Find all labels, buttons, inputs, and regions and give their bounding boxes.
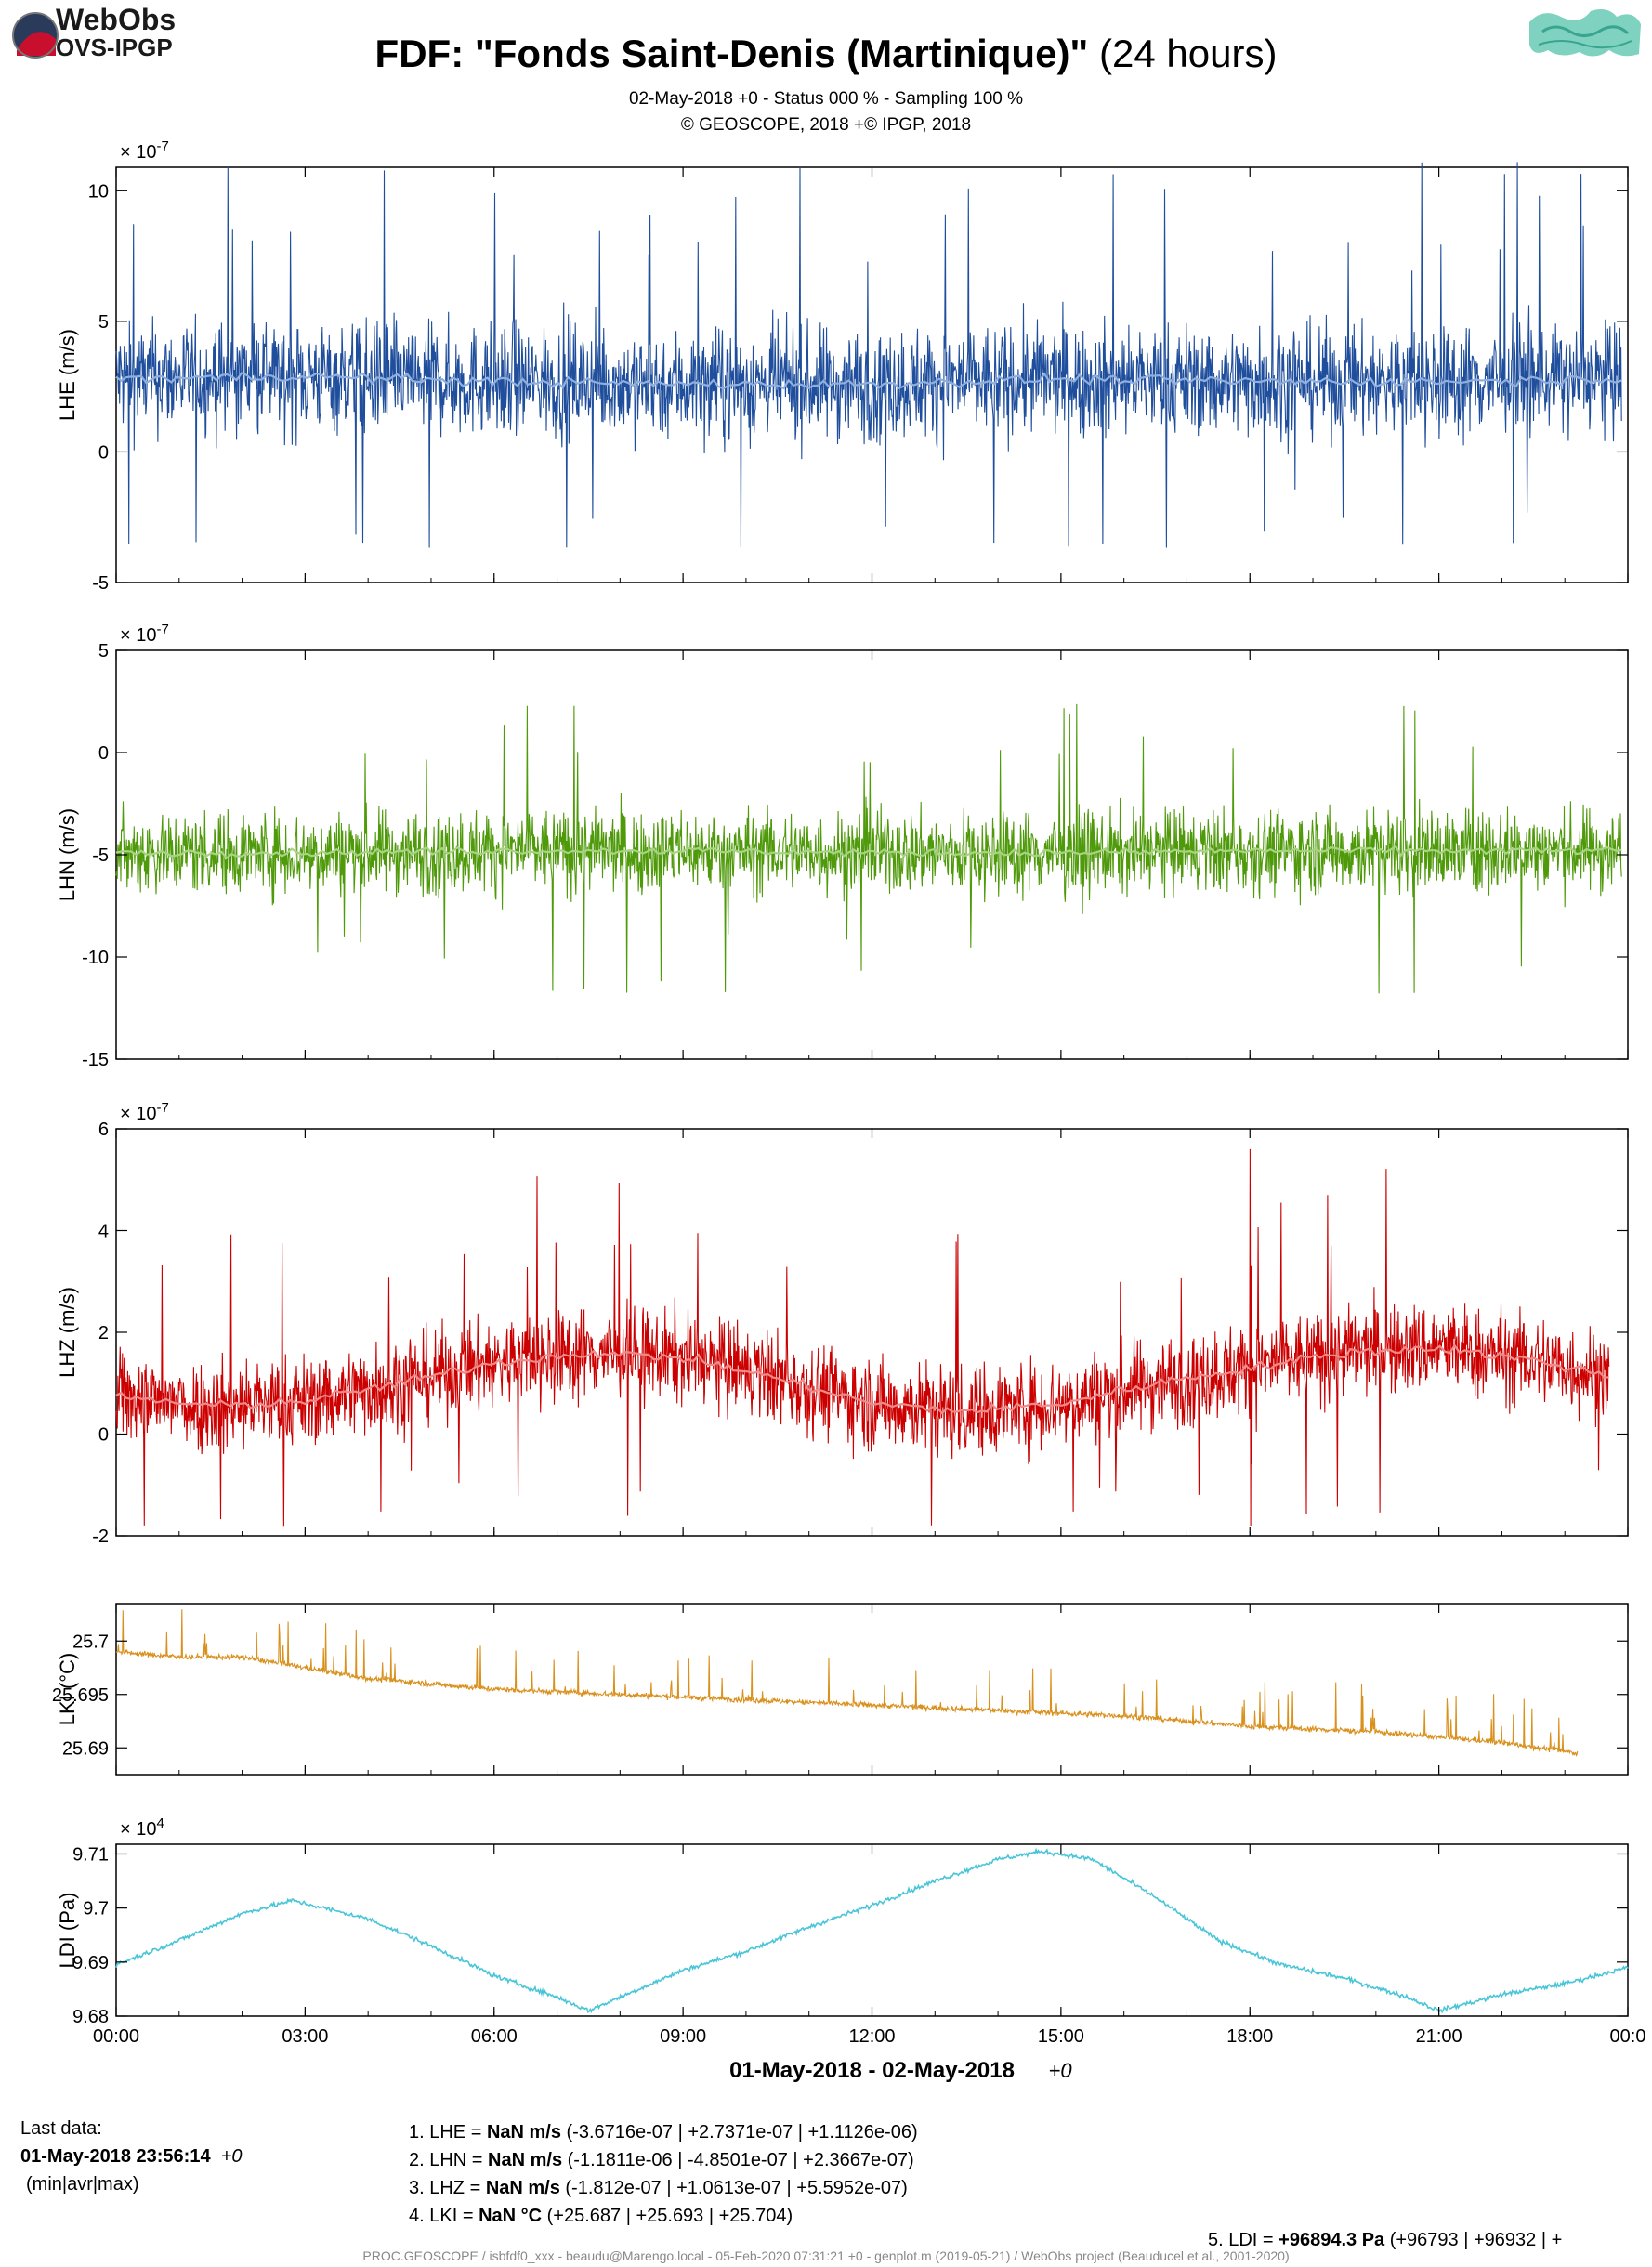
- series-line: [115, 703, 1622, 994]
- average-line: [115, 845, 1622, 860]
- y-tick-label: 25.695: [52, 1685, 109, 1706]
- x-tick-label: 00:00: [93, 2026, 139, 2047]
- ldi-stats: 5. LDI = +96894.3 Pa (+96793 | +96932 | …: [1208, 2230, 1562, 2251]
- x-tick-label: 00:0: [1610, 2026, 1646, 2047]
- x-axis-tz: +0: [1049, 2059, 1073, 2082]
- y-tick-label: -2: [92, 1527, 109, 1547]
- series-line: [115, 1148, 1610, 1527]
- stat-value: NaN m/s: [485, 2178, 560, 2198]
- x-tick-label: 15:00: [1038, 2026, 1084, 2047]
- y-axis-label: LHN (m/s): [56, 808, 79, 901]
- y-axis-label: LDI (Pa): [56, 1893, 79, 1969]
- stat-prefix: 2. LHN =: [409, 2150, 489, 2170]
- y-axis-label: LHZ (m/s): [56, 1287, 79, 1378]
- y-tick-label: -10: [82, 948, 109, 968]
- stat-line: 4. LKI = NaN °C (+25.687 | +25.693 | +25…: [409, 2202, 918, 2230]
- average-line: [115, 1343, 1609, 1415]
- stat-prefix: 4. LKI =: [409, 2206, 479, 2226]
- stat-line: 1. LHE = NaN m/s (-3.6716e-07 | +2.7371e…: [409, 2118, 918, 2146]
- logo-line1: WebObs: [56, 3, 176, 36]
- y-tick-label: 9.7: [83, 1899, 109, 1920]
- series-line: [115, 1609, 1579, 1757]
- x-axis-label: 01-May-2018 - 02-May-2018: [729, 2058, 1015, 2083]
- title-bold: FDF: "Fonds Saint-Denis (Martinique)": [374, 32, 1089, 75]
- stat-line: 3. LHZ = NaN m/s (-1.812e-07 | +1.0613e-…: [409, 2174, 918, 2202]
- stat-value: NaN m/s: [486, 2122, 561, 2143]
- title-normal: (24 hours): [1088, 32, 1278, 75]
- subtitle-status: 02-May-2018 +0 - Status 000 % - Sampling…: [628, 89, 1024, 109]
- y-tick-label: 25.69: [62, 1738, 109, 1759]
- y-tick-label: 9.69: [72, 1953, 109, 1973]
- x-tick-label: 18:00: [1226, 2026, 1273, 2047]
- y-tick-label: 6: [98, 1120, 109, 1140]
- y-tick-label: 5: [98, 312, 109, 333]
- stat-value: NaN m/s: [488, 2150, 563, 2170]
- x-tick-label: 06:00: [471, 2026, 518, 2047]
- stat-prefix: 3. LHZ =: [409, 2178, 486, 2198]
- x-tick-label: 09:00: [660, 2026, 706, 2047]
- y-tick-label: 0: [98, 743, 109, 764]
- min-avr-max-legend: (min|avr|max): [26, 2174, 139, 2195]
- y-tick-label: -5: [92, 845, 109, 866]
- page-title: FDF: "Fonds Saint-Denis (Martinique)" (2…: [0, 32, 1652, 76]
- last-data-timestamp: 01-May-2018 23:56:14: [20, 2146, 211, 2167]
- y-exponent: × 104: [120, 1815, 164, 1840]
- x-tick-label: 03:00: [282, 2026, 328, 2047]
- last-data-label: Last data:: [20, 2118, 102, 2139]
- webobs-logo: WebObs OVS-IPGP: [12, 3, 176, 61]
- stat-range: (-1.812e-07 | +1.0613e-07 | +5.5952e-07): [559, 2178, 908, 2198]
- y-tick-label: 10: [88, 181, 109, 202]
- ldi-prefix: 5. LDI =: [1208, 2230, 1279, 2250]
- series-line: [115, 162, 1622, 548]
- stat-range: (+25.687 | +25.693 | +25.704): [542, 2206, 793, 2226]
- stat-value: NaN °C: [479, 2206, 543, 2226]
- plot-frame: [115, 166, 1629, 583]
- stat-range: (-1.1811e-06 | -4.8501e-07 | +2.3667e-07…: [562, 2150, 914, 2170]
- channel-stats: 1. LHE = NaN m/s (-3.6716e-07 | +2.7371e…: [409, 2118, 918, 2230]
- y-axis-label: LHE (m/s): [56, 329, 79, 421]
- y-tick-label: 5: [98, 641, 109, 662]
- partner-logo: [1526, 7, 1643, 59]
- plot-frame: [115, 1843, 1629, 2017]
- logo-line2: OVS-IPGP: [56, 33, 173, 61]
- y-exponent: × 10-7: [120, 138, 169, 163]
- y-tick-label: 2: [98, 1323, 109, 1343]
- stat-prefix: 1. LHE =: [409, 2122, 487, 2143]
- series-line: [115, 1847, 1629, 2014]
- y-tick-label: 0: [98, 1425, 109, 1446]
- ldi-value: +96894.3 Pa: [1278, 2230, 1385, 2250]
- y-axis-label: LKI (°C): [56, 1653, 79, 1725]
- y-exponent: × 10-7: [120, 1100, 169, 1124]
- last-data-tz: +0: [220, 2146, 243, 2167]
- x-tick-label: 21:00: [1416, 2026, 1462, 2047]
- subtitle-copyright: © GEOSCOPE, 2018 +© IPGP, 2018: [680, 115, 972, 135]
- y-exponent: × 10-7: [120, 622, 169, 646]
- stat-range: (-3.6716e-07 | +2.7371e-07 | +1.1126e-06…: [560, 2122, 918, 2143]
- y-tick-label: 25.7: [72, 1631, 109, 1652]
- credits: PROC.GEOSCOPE / isbfdf0_xxx - beaudu@Mar…: [362, 2248, 1290, 2263]
- plot-frame: [115, 1603, 1629, 1776]
- y-tick-label: 9.68: [72, 2007, 109, 2027]
- stat-line: 2. LHN = NaN m/s (-1.1811e-06 | -4.8501e…: [409, 2146, 918, 2174]
- y-tick-label: 9.71: [72, 1844, 109, 1865]
- x-tick-label: 12:00: [848, 2026, 895, 2047]
- y-tick-label: 0: [98, 442, 109, 463]
- last-data-value: 01-May-2018 23:56:14 +0: [20, 2146, 243, 2168]
- y-tick-label: 4: [98, 1222, 109, 1242]
- plot-frame: [115, 1128, 1629, 1537]
- average-line: [115, 372, 1622, 390]
- y-tick-label: -5: [92, 573, 109, 594]
- y-tick-label: -15: [82, 1050, 109, 1070]
- ldi-range: (+96793 | +96932 | +: [1384, 2230, 1563, 2250]
